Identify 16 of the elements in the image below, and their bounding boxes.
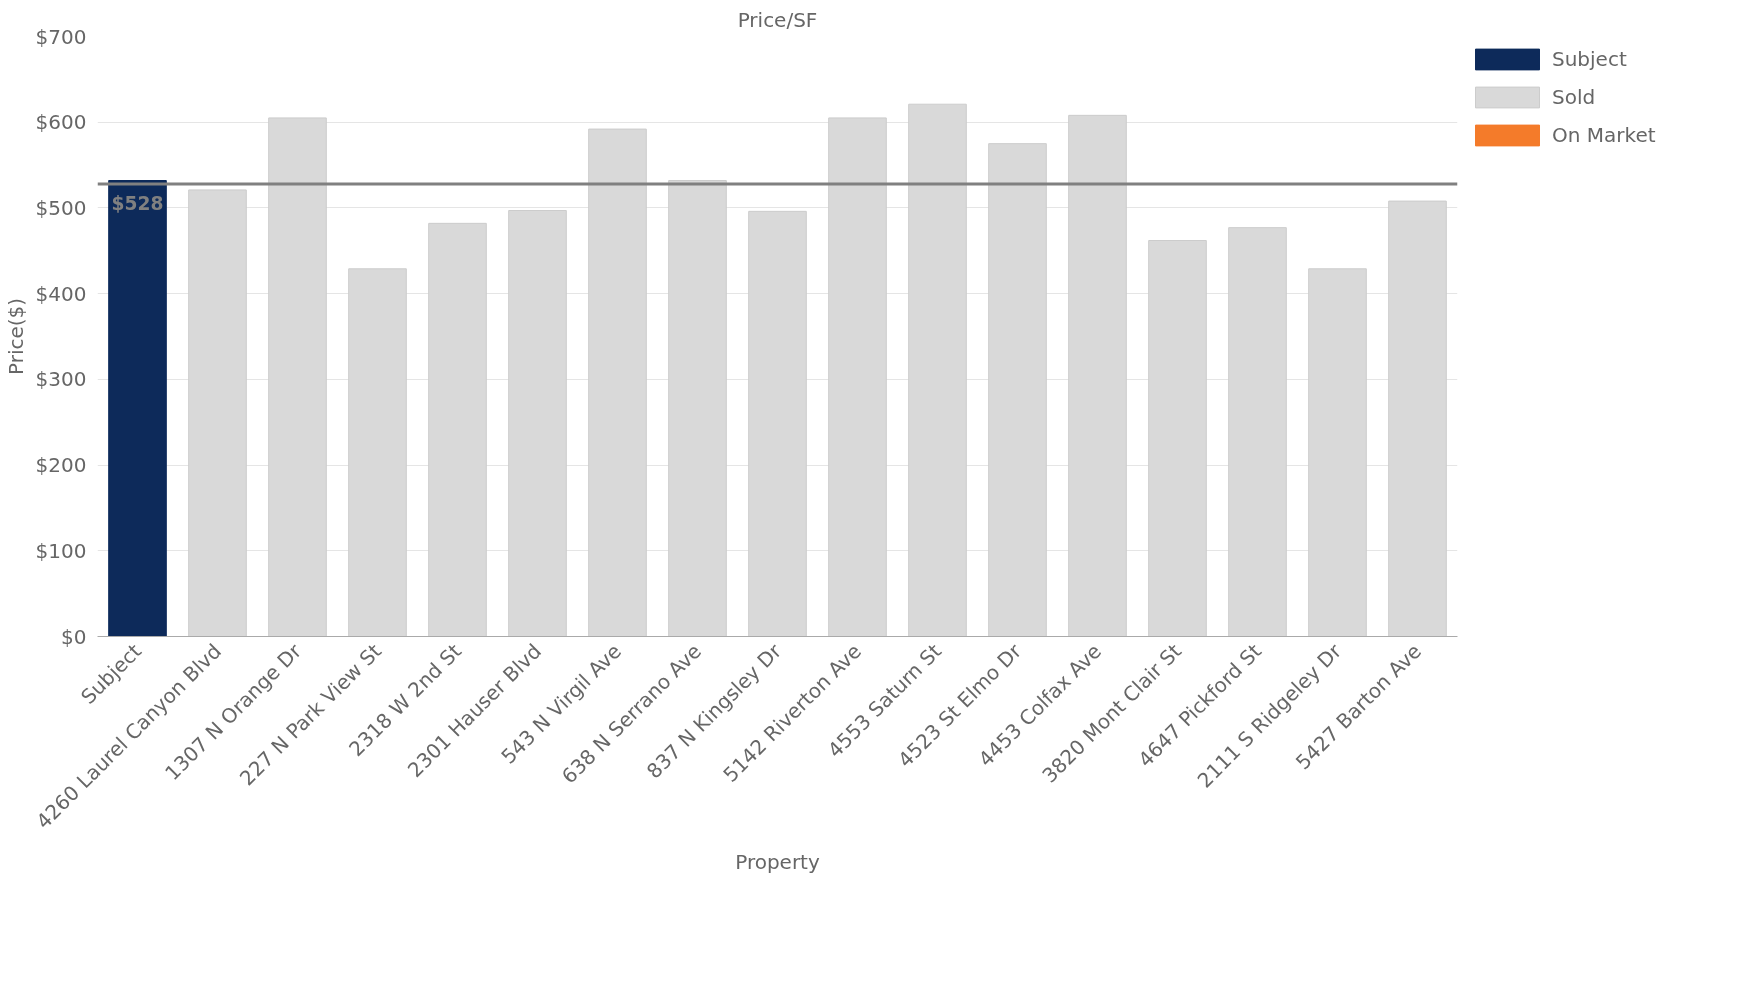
y-tick-label: $300 [35, 367, 87, 392]
x-axis-title: Property [735, 850, 820, 875]
y-tick-label: $600 [35, 110, 87, 135]
y-tick-label: $400 [35, 281, 87, 306]
ref-line-label: $528 [111, 192, 164, 214]
y-tick-label: $0 [61, 624, 87, 649]
legend-label: On Market [1552, 123, 1656, 147]
chart-title: Price/SF [737, 7, 818, 32]
y-tick-label: $500 [35, 195, 87, 220]
y-axis-title: Price($) [3, 297, 28, 376]
y-tick-label: $700 [35, 24, 87, 49]
bar [108, 180, 167, 637]
y-tick-label: $100 [35, 538, 87, 563]
y-tick-label: $200 [35, 453, 87, 478]
legend-label: Sold [1552, 85, 1596, 109]
legend-label: Subject [1552, 47, 1627, 71]
